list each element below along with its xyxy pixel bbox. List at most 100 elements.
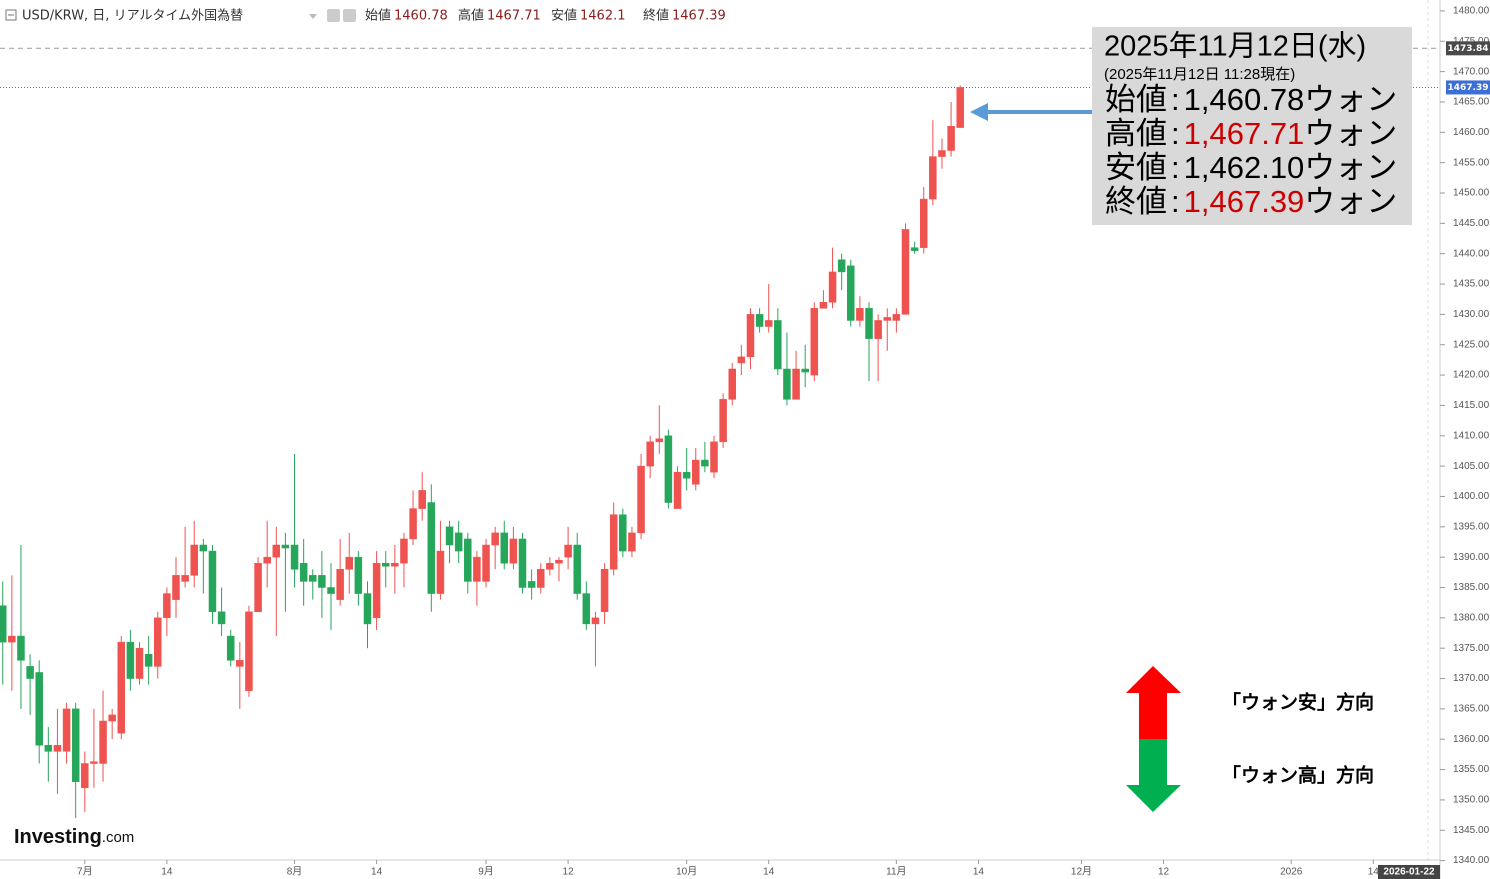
chart-title: USD/KRW, 日, リアルタイム外国為替: [22, 8, 243, 24]
close-label: 終値: [643, 8, 669, 24]
row-value: 1,462.10: [1184, 150, 1305, 185]
y-tick-label: 1340.00: [1453, 855, 1490, 866]
candle-body: [774, 320, 782, 370]
row-unit: ウォン: [1304, 82, 1397, 117]
candle-body: [327, 587, 335, 594]
candle-body: [600, 569, 609, 613]
settings-icon[interactable]: [343, 9, 356, 22]
candle-body: [856, 308, 864, 321]
down-label: 「ウォン高」方向: [1222, 764, 1374, 787]
candle-body: [272, 544, 281, 558]
up-arrow: [1139, 692, 1167, 739]
up-arrow: [1126, 666, 1181, 693]
x-tick-label: 10月: [676, 866, 697, 878]
collapse-icon[interactable]: [5, 9, 17, 21]
candle-body: [217, 611, 226, 625]
y-tick-label: 1455.00: [1453, 157, 1490, 168]
candle-body: [290, 544, 299, 570]
candle-body: [190, 544, 198, 576]
row-unit: ウォン: [1304, 116, 1397, 151]
candle-body: [810, 308, 819, 376]
y-tick-label: 1375.00: [1453, 643, 1490, 654]
candle-body: [363, 593, 372, 625]
candle-body: [764, 320, 773, 327]
row-label: 安値: [1105, 150, 1167, 185]
candle-body: [564, 544, 572, 558]
candle-body: [701, 459, 709, 467]
close-value: 1467.39: [672, 9, 726, 24]
y-tick-label: 1420.00: [1453, 370, 1490, 381]
annotation-row: 安値:1,462.10ウォン: [1105, 150, 1397, 185]
x-tick-label: 8月: [287, 866, 303, 878]
annotation-asof: (2025年11月12日 11:28現在): [1104, 66, 1295, 83]
candle-body: [628, 532, 636, 552]
candle-body: [0, 605, 7, 643]
candle-body: [619, 514, 627, 552]
candle-body: [400, 538, 408, 564]
candle-body: [737, 356, 746, 364]
candle-body: [710, 441, 718, 473]
eye-icon[interactable]: [327, 9, 340, 22]
open-label: 始値: [365, 8, 391, 24]
open-value: 1460.78: [394, 9, 448, 24]
price-badge: [1446, 41, 1490, 56]
row-value: 1,460.78: [1184, 82, 1305, 117]
candle-body: [391, 562, 399, 567]
y-tick-label: 1415.00: [1453, 400, 1490, 411]
candle-body: [527, 581, 536, 588]
candle-body: [874, 320, 882, 339]
candle-body: [500, 532, 509, 564]
pointer-arrow-head: [970, 103, 988, 121]
candle-body: [910, 247, 919, 251]
x-tick-label: 14: [161, 867, 173, 878]
y-tick-label: 1480.00: [1453, 6, 1490, 17]
x-tick-label: 9月: [478, 866, 494, 878]
row-value: 1,467.71: [1184, 116, 1305, 151]
candle-body: [591, 617, 600, 625]
candle-body: [144, 654, 153, 667]
candle-body: [491, 532, 499, 546]
dropdown-icon[interactable]: [309, 14, 317, 19]
candle-body: [409, 508, 417, 540]
candle-body: [801, 368, 809, 373]
x-tick-label: 2026: [1280, 867, 1303, 878]
candle-body: [573, 544, 581, 594]
candle-body: [263, 556, 271, 564]
cursor-date: 2026-01-22: [1383, 867, 1435, 878]
row-label: 終値: [1105, 184, 1167, 219]
cursor-badge: [1378, 865, 1440, 879]
candle-body: [673, 471, 682, 509]
candle-body: [90, 761, 98, 764]
y-tick-label: 1400.00: [1453, 491, 1490, 502]
candle-body: [299, 562, 308, 582]
candle-body: [454, 532, 463, 552]
candle-body: [99, 720, 107, 764]
y-tick-label: 1355.00: [1453, 764, 1490, 775]
candle-body: [381, 562, 390, 567]
candle-body: [354, 556, 363, 594]
candle-body: [199, 544, 208, 552]
annotation-row: 始値:1,460.78ウォン: [1105, 82, 1397, 117]
up-label: 「ウォン安」方向: [1222, 691, 1374, 714]
candle-body: [108, 714, 116, 722]
candle-body: [473, 556, 481, 582]
down-arrow: [1126, 785, 1181, 812]
row-unit: ウォン: [1304, 184, 1397, 219]
candle-body: [281, 544, 290, 549]
row-unit: ウォン: [1304, 150, 1397, 185]
x-tick-label: 11月: [886, 866, 906, 878]
candle-body: [664, 435, 673, 503]
x-tick-label: 12月: [1071, 866, 1092, 878]
candle-body: [938, 150, 946, 157]
candle-body: [445, 526, 454, 546]
candle-body: [509, 538, 518, 564]
candle-body: [135, 647, 144, 679]
candle-body: [865, 308, 873, 339]
candle-body: [44, 745, 53, 752]
candle-body: [837, 259, 846, 273]
high-label: 高値: [458, 8, 484, 24]
row-label: 高値: [1105, 116, 1167, 151]
y-tick-label: 1385.00: [1453, 582, 1490, 593]
y-tick-label: 1440.00: [1453, 248, 1490, 259]
